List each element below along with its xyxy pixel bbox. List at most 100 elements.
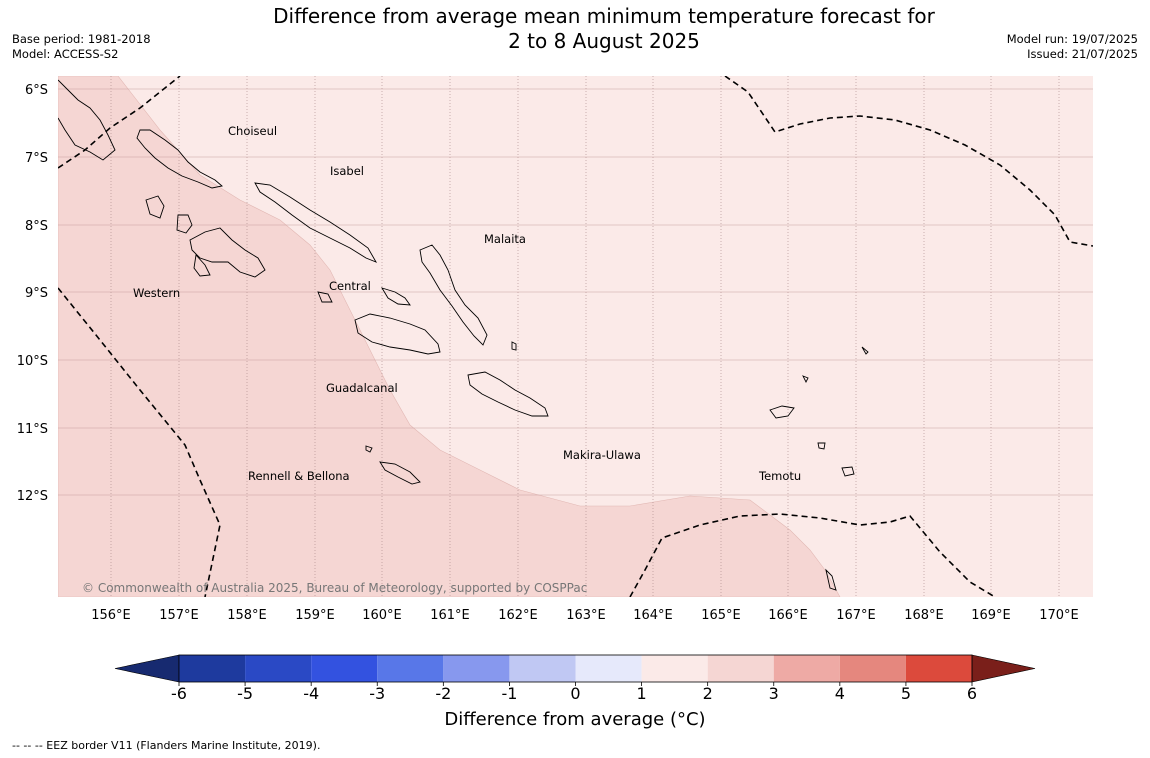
lon-label: 165°E [701,608,741,623]
lon-label: 168°E [904,608,944,623]
colorbar-segment [245,655,312,682]
lon-label: 166°E [768,608,808,623]
lon-label: 170°E [1039,608,1079,623]
lat-label: 8°S [25,219,48,234]
lon-label: 167°E [836,608,876,623]
label-makira: Makira-Ulawa [563,448,641,462]
kolombangara-coast [193,253,211,277]
issued-date: Issued: 21/07/2025 [1027,47,1138,61]
colorbar-under-arrow [114,654,180,683]
malaita-coast [419,244,488,346]
lon-label: 156°E [91,608,131,623]
colorbar-segment [641,655,708,682]
colorbar-segment [179,655,246,682]
lon-label: 160°E [362,608,402,623]
lon-label: 159°E [295,608,335,623]
label-rennell: Rennell & Bellona [248,469,350,483]
colorbar-tick-label: 5 [901,684,911,703]
new-georgia-main [189,227,266,278]
santa-cruz-coast [769,405,795,419]
utupua-coast [817,442,826,450]
gridlines [58,76,1093,597]
lon-label: 163°E [566,608,606,623]
colorbar-tick-label: -2 [435,684,451,703]
label-guadalcanal: Guadalcanal [326,381,398,395]
colorbar-segment [509,655,576,682]
colorbar-segment [377,655,444,682]
copyright-text: © Commonwealth of Australia 2025, Bureau… [82,581,587,595]
lat-labels: 6°S 7°S 8°S 9°S 10°S 11°S 12°S [17,83,48,504]
bougainville-coast [58,79,116,161]
colorbar-tick-label: -3 [369,684,385,703]
model-info: Base period: 1981-2018 Model: ACCESS-S2 [12,32,151,62]
vella-lavella-coast [145,195,165,219]
lon-label: 157°E [159,608,199,623]
eez-border [58,76,1093,597]
savo-coast [317,291,333,303]
colorbar-segment [773,655,840,682]
run-info: Model run: 19/07/2025 Issued: 21/07/2025 [1007,32,1138,62]
colorbar-tick-label: 3 [769,684,779,703]
lon-label: 158°E [227,608,267,623]
colorbar-segment [905,655,972,682]
lat-label: 9°S [25,286,48,301]
colorbar-tick-label: -4 [303,684,319,703]
colorbar-segment [575,655,642,682]
label-temotu: Temotu [758,469,801,483]
model-name: Model: ACCESS-S2 [12,47,119,61]
rennell-coast [379,461,421,485]
colorbar-tick-label: 4 [835,684,845,703]
makira-coast [467,371,549,417]
lat-label: 7°S [25,151,48,166]
anomaly-band-1-2 [58,76,841,597]
colorbar: -6 -5 -4 -3 -2 -1 0 1 2 3 4 5 6 [114,654,1036,703]
colorbar-tick-label: 0 [570,684,580,703]
label-choiseul: Choiseul [228,124,277,138]
small-island-coast [861,346,869,355]
label-central: Central [329,279,371,293]
guadalcanal-coast [354,313,441,355]
lon-label: 169°E [971,608,1011,623]
map-title: Difference from average mean minimum tem… [0,4,1150,54]
lon-label: 164°E [633,608,673,623]
colorbar-segment [311,655,378,682]
colorbar-over-arrow [971,654,1036,683]
lon-labels: 156°E 157°E 158°E 159°E 160°E 161°E 162°… [91,608,1079,623]
choiseul-coast [136,129,223,189]
lat-label: 12°S [17,489,48,504]
lat-label: 10°S [17,354,48,369]
florida-islands-coast [381,287,411,306]
lon-label: 162°E [498,608,538,623]
vanikoro-coast [841,466,855,477]
lon-label: 161°E [430,608,470,623]
colorbar-tick-label: -1 [501,684,517,703]
torres-islands-coast [825,568,837,591]
colorbar-tick-label: 6 [967,684,977,703]
colorbar-tick-label: -6 [171,684,187,703]
place-labels: Choiseul Isabel Malaita Western Central … [133,124,801,483]
lat-label: 11°S [17,422,48,437]
colorbar-tick-label: -5 [237,684,253,703]
map-panel[interactable]: Choiseul Isabel Malaita Western Central … [58,76,1093,597]
lat-label: 6°S [25,83,48,98]
bellona-coast [365,445,373,453]
base-period: Base period: 1981-2018 [12,32,151,46]
isabel-coast [254,182,378,263]
ulawa-coast [511,341,517,351]
label-isabel: Isabel [330,164,364,178]
title-line-2: 2 to 8 August 2025 [508,29,700,53]
colorbar-segment [443,655,510,682]
eez-footnote: -- -- -- EEZ border V11 (Flanders Marine… [12,739,321,752]
colorbar-segment [839,655,906,682]
title-line-1: Difference from average mean minimum tem… [273,4,935,28]
colorbar-tick-label: 2 [703,684,713,703]
reef-islands-coast [802,375,809,384]
label-malaita: Malaita [484,232,526,246]
label-western: Western [133,286,180,300]
colorbar-segment [707,655,774,682]
coastlines [58,79,869,591]
new-georgia-coast [176,214,193,234]
model-run: Model run: 19/07/2025 [1006,32,1138,46]
colorbar-tick-label: 1 [636,684,646,703]
